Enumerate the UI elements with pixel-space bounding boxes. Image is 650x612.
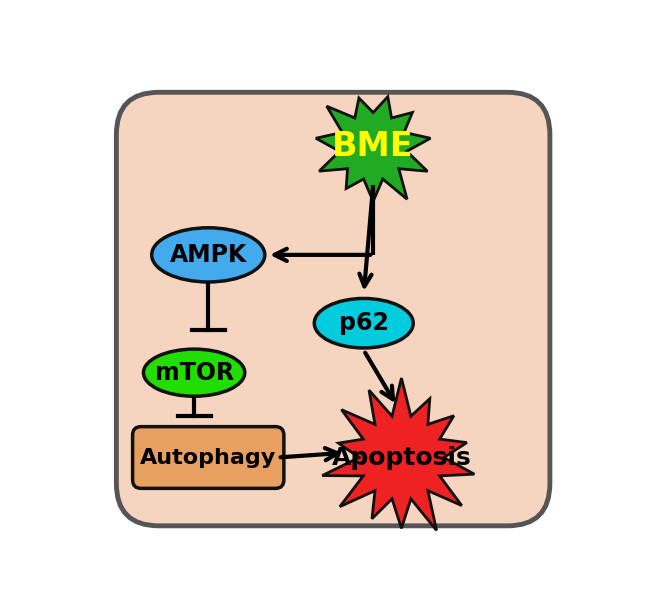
Ellipse shape	[151, 228, 265, 282]
Ellipse shape	[315, 299, 413, 348]
FancyBboxPatch shape	[116, 92, 550, 526]
FancyBboxPatch shape	[133, 427, 284, 488]
Text: AMPK: AMPK	[170, 243, 247, 267]
Polygon shape	[316, 97, 430, 201]
Text: Apoptosis: Apoptosis	[332, 446, 471, 469]
Text: BME: BME	[332, 130, 414, 163]
Polygon shape	[322, 378, 474, 531]
Text: mTOR: mTOR	[155, 360, 233, 385]
Text: p62: p62	[339, 311, 389, 335]
Ellipse shape	[144, 349, 245, 396]
Text: Autophagy: Autophagy	[140, 447, 276, 468]
